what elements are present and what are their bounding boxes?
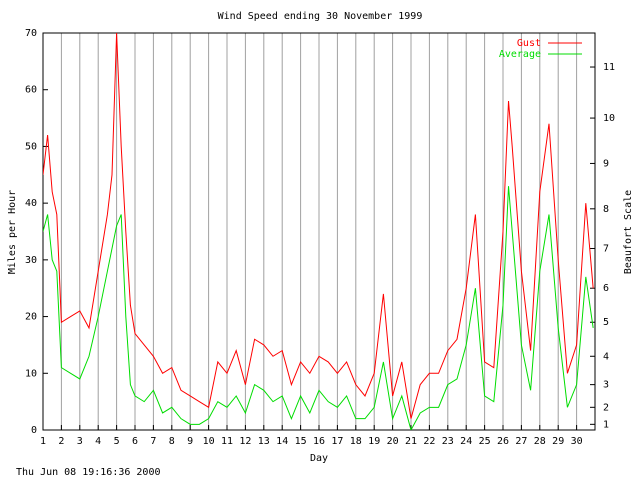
x-tick-label: 15 bbox=[295, 436, 307, 447]
y-tick-label: 0 bbox=[31, 425, 37, 436]
x-tick-label: 2 bbox=[58, 436, 64, 447]
y-tick-label: 40 bbox=[25, 198, 37, 209]
x-tick-label: 22 bbox=[423, 436, 435, 447]
x-tick-label: 6 bbox=[132, 436, 138, 447]
x-tick-label: 13 bbox=[258, 436, 270, 447]
y-tick-label: 60 bbox=[25, 85, 37, 96]
y2-tick-label: 7 bbox=[603, 244, 609, 255]
data-line bbox=[43, 33, 594, 419]
y2-tick-label: 2 bbox=[603, 402, 609, 413]
x-tick-label: 21 bbox=[405, 436, 417, 447]
y2-axis-label: Beaufort Scale bbox=[623, 190, 634, 274]
legend-label: Average bbox=[499, 49, 541, 60]
y2-tick-label: 4 bbox=[603, 351, 609, 362]
y2-tick-label: 11 bbox=[603, 62, 615, 73]
y-tick-label: 50 bbox=[25, 141, 37, 152]
y2-tick-label: 1 bbox=[603, 419, 609, 430]
x-tick-label: 18 bbox=[350, 436, 362, 447]
x-tick-label: 10 bbox=[203, 436, 215, 447]
y-tick-label: 70 bbox=[25, 28, 37, 39]
y2-tick-label: 5 bbox=[603, 317, 609, 328]
x-tick-label: 16 bbox=[313, 436, 325, 447]
x-tick-label: 20 bbox=[387, 436, 399, 447]
x-tick-label: 24 bbox=[460, 436, 472, 447]
x-tick-label: 23 bbox=[442, 436, 454, 447]
x-tick-label: 29 bbox=[552, 436, 564, 447]
chart-title: Wind Speed ending 30 November 1999 bbox=[218, 11, 423, 22]
x-tick-label: 27 bbox=[515, 436, 527, 447]
legend-label: Gust bbox=[517, 38, 541, 49]
x-tick-label: 26 bbox=[497, 436, 509, 447]
y-tick-label: 10 bbox=[25, 368, 37, 379]
y-axis-label: Miles per Hour bbox=[7, 190, 18, 274]
data-line bbox=[43, 186, 594, 430]
y2-tick-label: 8 bbox=[603, 204, 609, 215]
x-tick-label: 30 bbox=[571, 436, 583, 447]
x-tick-label: 4 bbox=[95, 436, 101, 447]
x-tick-label: 8 bbox=[169, 436, 175, 447]
x-tick-label: 7 bbox=[150, 436, 156, 447]
x-tick-label: 17 bbox=[331, 436, 343, 447]
x-tick-label: 19 bbox=[368, 436, 380, 447]
x-tick-label: 1 bbox=[40, 436, 46, 447]
x-tick-label: 11 bbox=[221, 436, 233, 447]
x-axis-label: Day bbox=[310, 453, 328, 464]
x-tick-label: 25 bbox=[479, 436, 491, 447]
x-tick-label: 3 bbox=[77, 436, 83, 447]
y2-tick-label: 3 bbox=[603, 380, 609, 391]
x-tick-label: 28 bbox=[534, 436, 546, 447]
y2-tick-label: 9 bbox=[603, 158, 609, 169]
x-tick-label: 12 bbox=[239, 436, 251, 447]
x-tick-label: 9 bbox=[187, 436, 193, 447]
plot-area bbox=[43, 33, 594, 430]
x-tick-label: 5 bbox=[114, 436, 120, 447]
y-tick-label: 20 bbox=[25, 312, 37, 323]
y2-tick-label: 10 bbox=[603, 113, 615, 124]
x-tick-label: 14 bbox=[276, 436, 288, 447]
y2-tick-label: 6 bbox=[603, 283, 609, 294]
y-tick-label: 30 bbox=[25, 255, 37, 266]
timestamp: Thu Jun 08 19:16:36 2000 bbox=[16, 467, 161, 478]
